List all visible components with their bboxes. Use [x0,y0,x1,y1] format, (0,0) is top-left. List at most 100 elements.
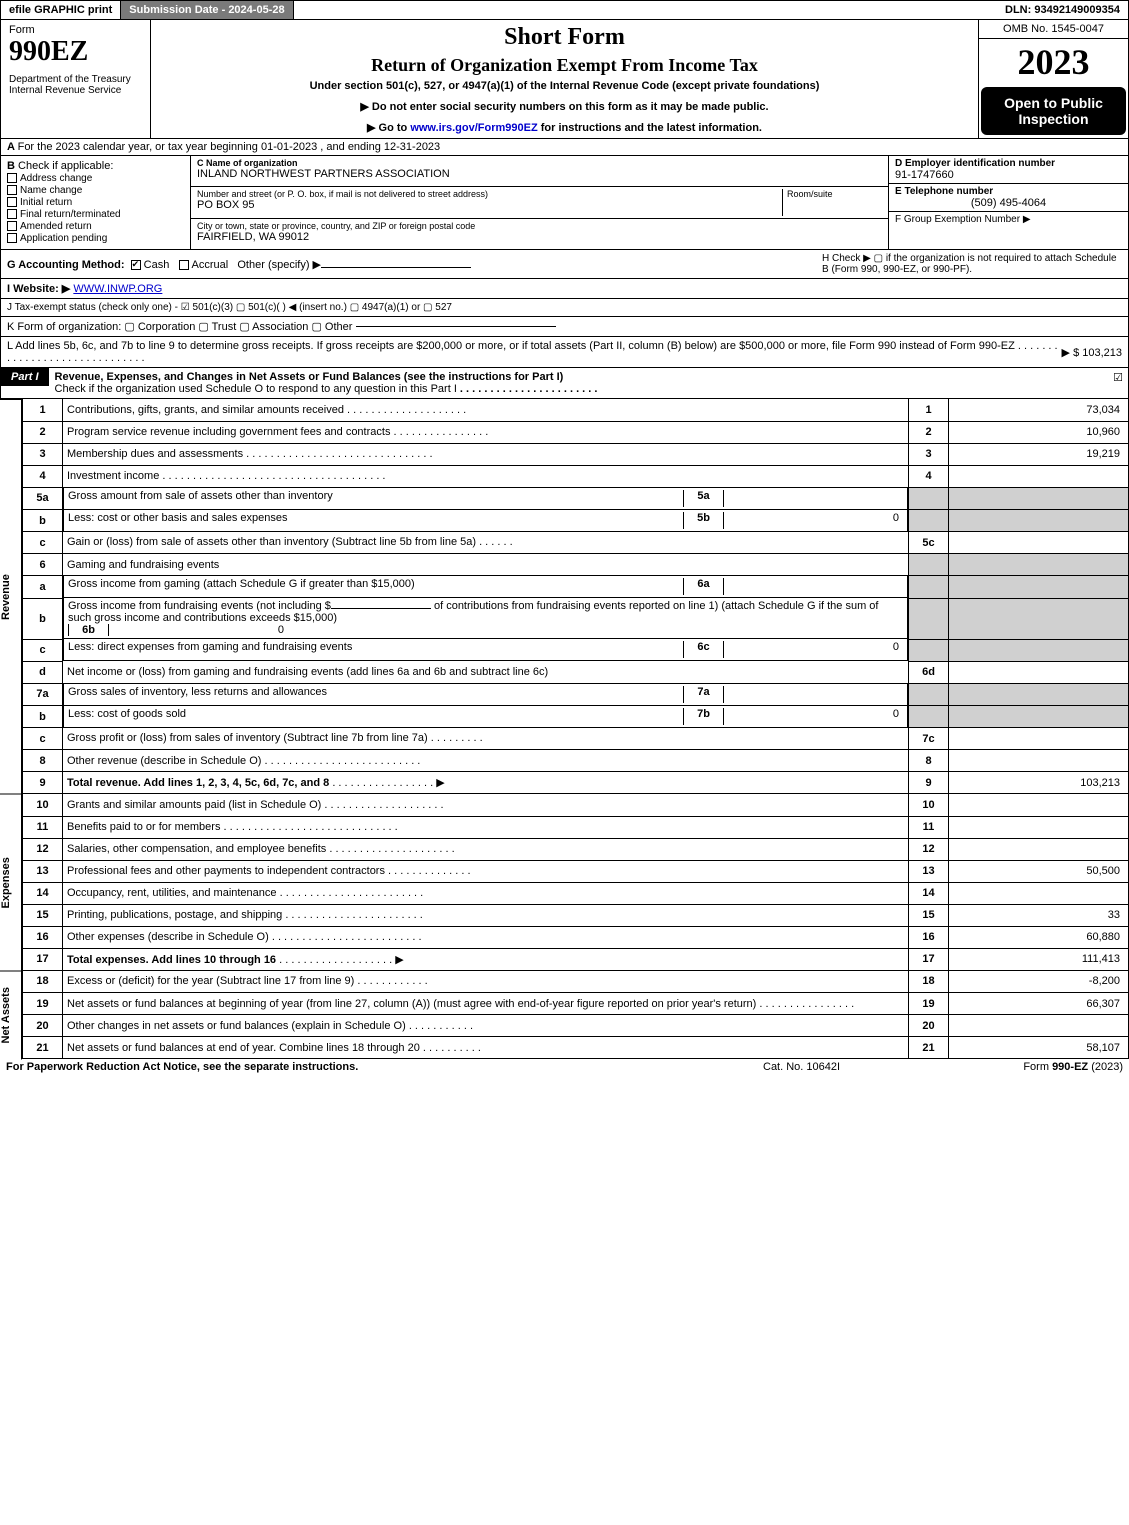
form-number: 990EZ [9,36,142,68]
l6a-mini: 6a [683,578,723,595]
inst2-suffix: for instructions and the latest informat… [538,122,762,134]
header-right: OMB No. 1545-0047 2023 Open to Public In… [978,20,1128,138]
netassets-label: Net Assets [0,971,22,1060]
l6a-mv [723,578,903,595]
l21-box: 21 [909,1037,949,1059]
line-K: K Form of organization: ▢ Corporation ▢ … [0,317,1129,337]
org-name-cell: C Name of organization INLAND NORTHWEST … [191,156,888,187]
l8-desc: Other revenue (describe in Schedule O) .… [63,750,909,772]
l18-num: 18 [23,971,63,993]
D-ein: D Employer identification number 91-1747… [889,156,1128,184]
netassets-table: 18Excess or (deficit) for the year (Subt… [22,971,1129,1060]
expenses-label: Expenses [0,794,22,971]
l15-val: 33 [949,904,1129,926]
l10-val [949,794,1129,816]
l6-num: 6 [23,554,63,576]
irs-link[interactable]: www.irs.gov/Form990EZ [410,122,537,134]
l5a-mini: 5a [683,490,723,507]
form-header: Form 990EZ Department of the Treasury In… [0,20,1129,139]
footer-right: Form 990-EZ (2023) [963,1061,1123,1073]
l11-num: 11 [23,816,63,838]
K-blank[interactable] [356,326,556,327]
street-value: PO BOX 95 [197,199,782,211]
l5a-val [949,487,1129,510]
l21-num: 21 [23,1037,63,1059]
l5c-num: c [23,532,63,554]
l10-num: 10 [23,794,63,816]
omb-number: OMB No. 1545-0047 [979,20,1128,39]
street-label: Number and street (or P. O. box, if mail… [197,189,782,199]
street-cell: Number and street (or P. O. box, if mail… [191,187,888,218]
l6-val [949,554,1129,576]
L-text: L Add lines 5b, 6c, and 7b to line 9 to … [7,340,1015,352]
l5a-desc: Gross amount from sale of assets other t… [63,488,908,510]
l6b-mini: 6b [68,624,108,636]
E-value: (509) 495-4064 [895,197,1122,209]
l8-num: 8 [23,750,63,772]
l6b-desc: Gross income from fundraising events (no… [63,598,908,639]
header-center: Short Form Return of Organization Exempt… [151,20,978,138]
l20-num: 20 [23,1015,63,1037]
l1-desc: Contributions, gifts, grants, and simila… [63,399,909,421]
form-label: Form [9,24,142,36]
main-title: Return of Organization Exempt From Incom… [159,55,970,76]
instruction-1: ▶ Do not enter social security numbers o… [159,100,970,113]
chk-address[interactable]: Address change [7,173,184,184]
l7c-box: 7c [909,728,949,750]
chk-cash-icon[interactable] [131,260,141,270]
efile-label[interactable]: efile GRAPHIC print [1,1,121,19]
tax-year: 2023 [979,39,1128,85]
l6c-mv: 0 [723,641,903,658]
l19-val: 66,307 [949,993,1129,1015]
l15-num: 15 [23,904,63,926]
chk-accrual-icon[interactable] [179,260,189,270]
part1-checkmark-icon[interactable]: ☑ [1108,368,1128,387]
l7a-num: 7a [23,683,63,706]
chk-name[interactable]: Name change [7,185,184,196]
l14-num: 14 [23,882,63,904]
l17-desc: Total expenses. Add lines 10 through 16 … [63,948,909,970]
chk-initial[interactable]: Initial return [7,197,184,208]
line-H: H Check ▶ ▢ if the organization is not r… [822,253,1122,275]
footer-left: For Paperwork Reduction Act Notice, see … [6,1061,763,1073]
line-J: J Tax-exempt status (check only one) - ☑… [0,299,1129,317]
part1-label: Part I [1,368,49,386]
l5b-mini: 5b [683,512,723,529]
l6c-mini: 6c [683,641,723,658]
l5b-box [909,510,949,532]
chk-amended[interactable]: Amended return [7,221,184,232]
l6b-mv: 0 [108,624,288,636]
department: Department of the Treasury Internal Reve… [9,74,142,96]
l13-num: 13 [23,860,63,882]
F-group: F Group Exemption Number ▶ [889,212,1128,227]
top-bar: efile GRAPHIC print Submission Date - 20… [0,0,1129,20]
line-A: A For the 2023 calendar year, or tax yea… [0,139,1129,156]
l7b-val [949,706,1129,728]
l7a-desc: Gross sales of inventory, less returns a… [63,684,908,706]
expenses-section: Expenses 10Grants and similar amounts pa… [0,794,1129,971]
l5a-mv [723,490,903,507]
revenue-section: Revenue 1Contributions, gifts, grants, a… [0,399,1129,794]
l2-desc: Program service revenue including govern… [63,421,909,443]
part1-title: Revenue, Expenses, and Changes in Net As… [55,371,564,383]
l4-val [949,465,1129,487]
l4-box: 4 [909,465,949,487]
website-link[interactable]: WWW.INWP.ORG [73,283,162,295]
l18-val: -8,200 [949,971,1129,993]
other-blank[interactable] [321,267,471,268]
G-other: Other (specify) ▶ [237,259,321,271]
section-BCDEF: B Check if applicable: Address change Na… [0,156,1129,250]
l6a-num: a [23,576,63,599]
chk-final[interactable]: Final return/terminated [7,209,184,220]
F-label: F Group Exemption Number ▶ [895,214,1122,225]
arrow-icon: ▶ Go to [367,122,410,134]
l6-desc: Gaming and fundraising events [63,554,909,576]
l5b-desc: Less: cost or other basis and sales expe… [63,510,908,532]
G-cash: Cash [144,259,170,271]
name-label: C Name of organization [197,158,298,168]
chk-pending[interactable]: Application pending [7,233,184,244]
l14-box: 14 [909,882,949,904]
l6b-blank[interactable] [331,608,431,609]
l6c-val [949,639,1129,661]
l7a-mv [723,686,903,703]
